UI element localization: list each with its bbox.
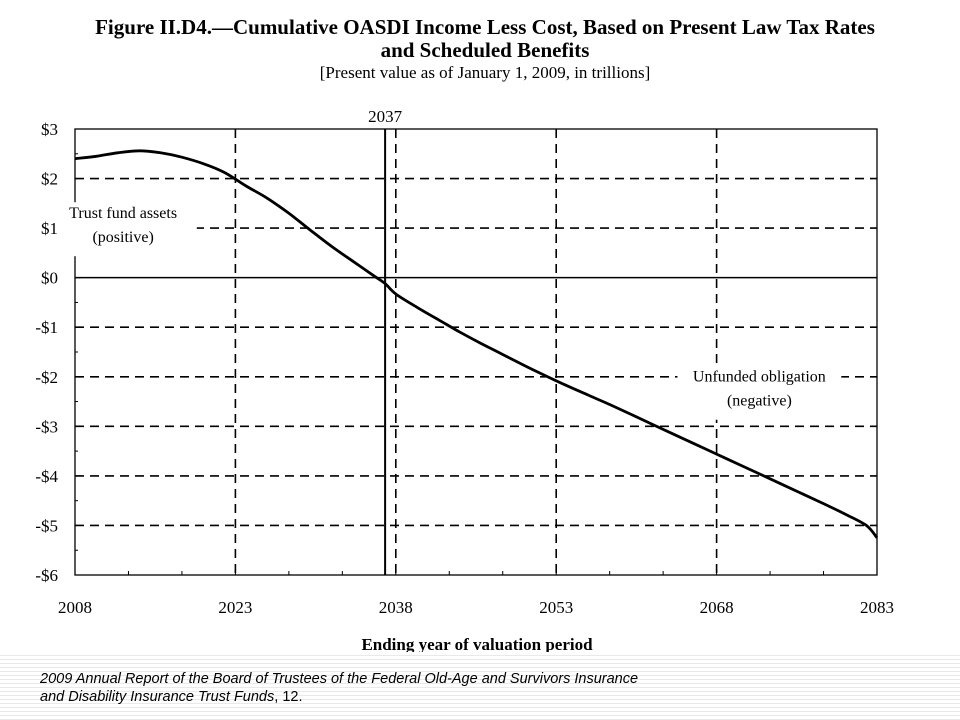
chart-title-line-1: Figure II.D4.—Cumulative OASDI Income Le…	[95, 15, 875, 39]
y-tick-label: -$5	[35, 516, 58, 535]
annotation-text: (negative)	[727, 393, 792, 410]
source-caption: 2009 Annual Report of the Board of Trust…	[40, 670, 940, 706]
annotation-text: (positive)	[92, 229, 153, 246]
chart-subtitle: [Present value as of January 1, 2009, in…	[320, 63, 651, 82]
series-line	[74, 149, 879, 539]
caption-line-2-italic: and Disability Insurance Trust Funds	[40, 689, 275, 705]
y-tick-labels: $3 $2 $1 $0 -$1 -$2 -$3 -$4 -$5 -$6	[35, 120, 58, 585]
x-tick-label: 2068	[700, 598, 734, 617]
axes	[74, 128, 878, 576]
annotations: Trust fund assets (positive) Unfunded obli…	[49, 202, 842, 420]
y-tick-label: -$3	[35, 417, 58, 436]
footer-band	[0, 652, 960, 720]
y-tick-label: -$6	[35, 566, 58, 585]
x-axis-title: Ending year of valuation period	[361, 635, 593, 652]
y-tick-label: -$4	[35, 467, 58, 486]
reference-line-group: 2037	[368, 107, 403, 575]
y-tick-label: $3	[41, 120, 58, 139]
caption-line-2: and Disability Insurance Trust Funds, 12…	[40, 688, 940, 706]
x-tick-label: 2053	[539, 598, 573, 617]
y-tick-label: -$1	[35, 318, 58, 337]
grid	[75, 129, 877, 575]
plot-frame	[74, 128, 878, 576]
annotation-background	[677, 365, 842, 420]
y-tick-label: $2	[41, 170, 58, 189]
x-tick-label: 2008	[58, 598, 92, 617]
y-tick-label: $0	[41, 269, 58, 288]
x-tick-labels: 2008 2023 2038 2053 2068 2083	[58, 598, 894, 617]
chart: Figure II.D4.—Cumulative OASDI Income Le…	[35, 15, 894, 652]
chart-title-line-2: and Scheduled Benefits	[381, 38, 590, 62]
annotation-text: Trust fund assets	[69, 205, 177, 222]
y-tick-label: $1	[41, 219, 58, 238]
x-tick-label: 2023	[218, 598, 252, 617]
x-tick-label: 2083	[860, 598, 894, 617]
caption-line-1: 2009 Annual Report of the Board of Trust…	[40, 671, 639, 687]
annotation-text: Unfunded obligation	[693, 369, 826, 386]
y-tick-label: -$2	[35, 368, 58, 387]
x-tick-label: 2038	[379, 598, 413, 617]
caption-line-2-plain: , 12.	[274, 689, 303, 705]
reference-line-label: 2037	[368, 107, 403, 126]
series-group	[74, 149, 879, 539]
annotation-background	[49, 202, 197, 257]
